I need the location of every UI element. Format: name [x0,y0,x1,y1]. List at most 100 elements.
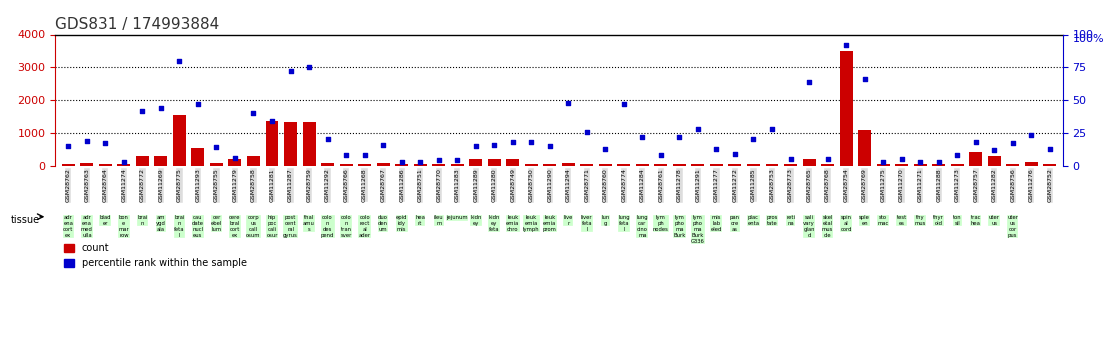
Point [485,142,503,147]
Point [60,143,77,149]
Point [559,100,577,106]
Text: GSM11276: GSM11276 [1028,168,1034,202]
Bar [987,156,1001,166]
Text: brai
n
feta
l: brai n feta l [174,215,185,238]
Point [707,146,725,151]
Point [949,152,966,158]
Point [448,158,466,163]
Point [77,138,95,144]
Bar [1043,164,1056,166]
Text: GSM28755: GSM28755 [214,168,219,202]
Bar [692,164,704,166]
Point [671,134,689,139]
Text: sto
mac: sto mac [878,215,889,226]
Text: post
cent
ral
gyrus: post cent ral gyrus [283,215,298,238]
Text: epid
idy
mis: epid idy mis [396,215,407,232]
Bar [81,163,93,166]
Bar [376,163,390,166]
Text: GSM28760: GSM28760 [603,168,608,202]
Text: colo
n
tran
sver: colo n tran sver [340,215,352,238]
Text: GSM11283: GSM11283 [455,168,459,202]
Text: GSM28762: GSM28762 [65,168,71,202]
Point [763,126,780,132]
Text: GSM28766: GSM28766 [343,168,349,202]
Bar [451,164,464,166]
Text: plac
enta: plac enta [747,215,759,226]
Text: ileu
m: ileu m [434,215,444,226]
Text: GSM11292: GSM11292 [325,168,330,202]
Text: mis
lab
eled: mis lab eled [711,215,722,232]
Bar [1025,162,1037,166]
Text: GSM11285: GSM11285 [751,168,756,202]
Bar [228,159,241,166]
Text: ton
sil: ton sil [953,215,962,226]
Text: GSM28757: GSM28757 [973,168,979,202]
Text: kidn
ey
feta: kidn ey feta [488,215,500,232]
Bar [173,115,186,166]
Bar [913,164,927,166]
Text: GSM28751: GSM28751 [417,168,423,202]
Text: 100%: 100% [1073,34,1105,45]
Text: GSM11275: GSM11275 [880,168,886,202]
Point [134,108,152,113]
Text: GSM28773: GSM28773 [788,168,793,202]
Text: liver
feta
l: liver feta l [581,215,592,232]
Bar [340,164,352,166]
Bar [599,164,612,166]
Point [875,159,892,165]
Point [1041,146,1058,151]
Point [892,156,910,162]
Bar [562,162,575,166]
Point [689,126,706,132]
Bar [210,163,223,166]
Text: GSM11273: GSM11273 [954,168,960,202]
Legend: count, percentile rank within the sample: count, percentile rank within the sample [60,239,250,272]
Text: pros
tate: pros tate [766,215,778,226]
Text: lym
pho
ma
Burk: lym pho ma Burk [673,215,685,238]
Text: leuk
emia
prom: leuk emia prom [542,215,557,232]
Text: GSM11269: GSM11269 [158,168,164,202]
Text: bon
e
mar
row: bon e mar row [118,215,130,238]
Point [208,145,226,150]
Bar [803,159,816,166]
Text: corp
us
call
osum: corp us call osum [246,215,261,238]
Text: spin
al
cord: spin al cord [840,215,851,232]
Text: cer
ebel
lum: cer ebel lum [210,215,223,232]
Point [374,142,392,147]
Text: hip
poc
cali
osur: hip poc cali osur [267,215,278,238]
Text: GSM28749: GSM28749 [510,168,515,202]
Text: sali
vary
glan
d: sali vary glan d [804,215,815,238]
Point [226,155,244,160]
Point [467,143,485,149]
Text: GSM28775: GSM28775 [177,168,182,202]
Point [911,159,929,165]
Bar [635,164,649,166]
Bar [821,164,834,166]
Text: lun
g: lun g [601,215,610,226]
Text: lung
feta
l: lung feta l [618,215,630,232]
Point [1023,133,1041,138]
Point [338,152,355,158]
Text: GSM11274: GSM11274 [122,168,126,202]
Text: GSM28753: GSM28753 [769,168,775,202]
Text: blad
er: blad er [100,215,111,226]
Point [633,134,651,139]
Bar [654,164,668,166]
Point [930,159,948,165]
Point [430,158,447,163]
Point [819,156,837,162]
Point [1004,140,1022,146]
Point [355,152,373,158]
Text: GSM28752: GSM28752 [1047,168,1053,202]
Text: GSM11284: GSM11284 [640,168,645,202]
Point [189,101,207,107]
Point [393,159,411,165]
Text: kidn
ey: kidn ey [470,215,482,226]
Bar [1006,164,1020,166]
Text: GDS831 / 174993884: GDS831 / 174993884 [55,17,219,32]
Text: pan
cre
as: pan cre as [730,215,739,232]
Bar [896,164,908,166]
Text: am
ygd
ala: am ygd ala [156,215,166,232]
Point [985,147,1003,152]
Bar [618,164,630,166]
